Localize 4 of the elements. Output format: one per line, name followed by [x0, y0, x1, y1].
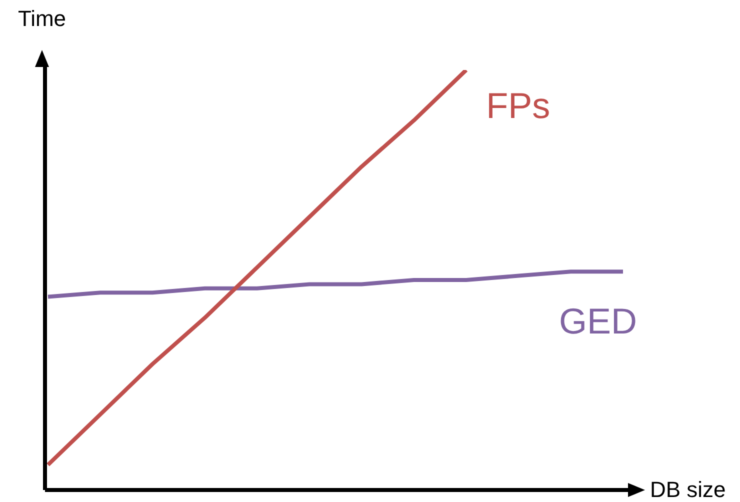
series-label: GED [558, 300, 638, 342]
series-label: FPs [486, 84, 550, 126]
y-axis-title: Time [18, 6, 66, 32]
x-axis-title: DB size [650, 477, 726, 502]
